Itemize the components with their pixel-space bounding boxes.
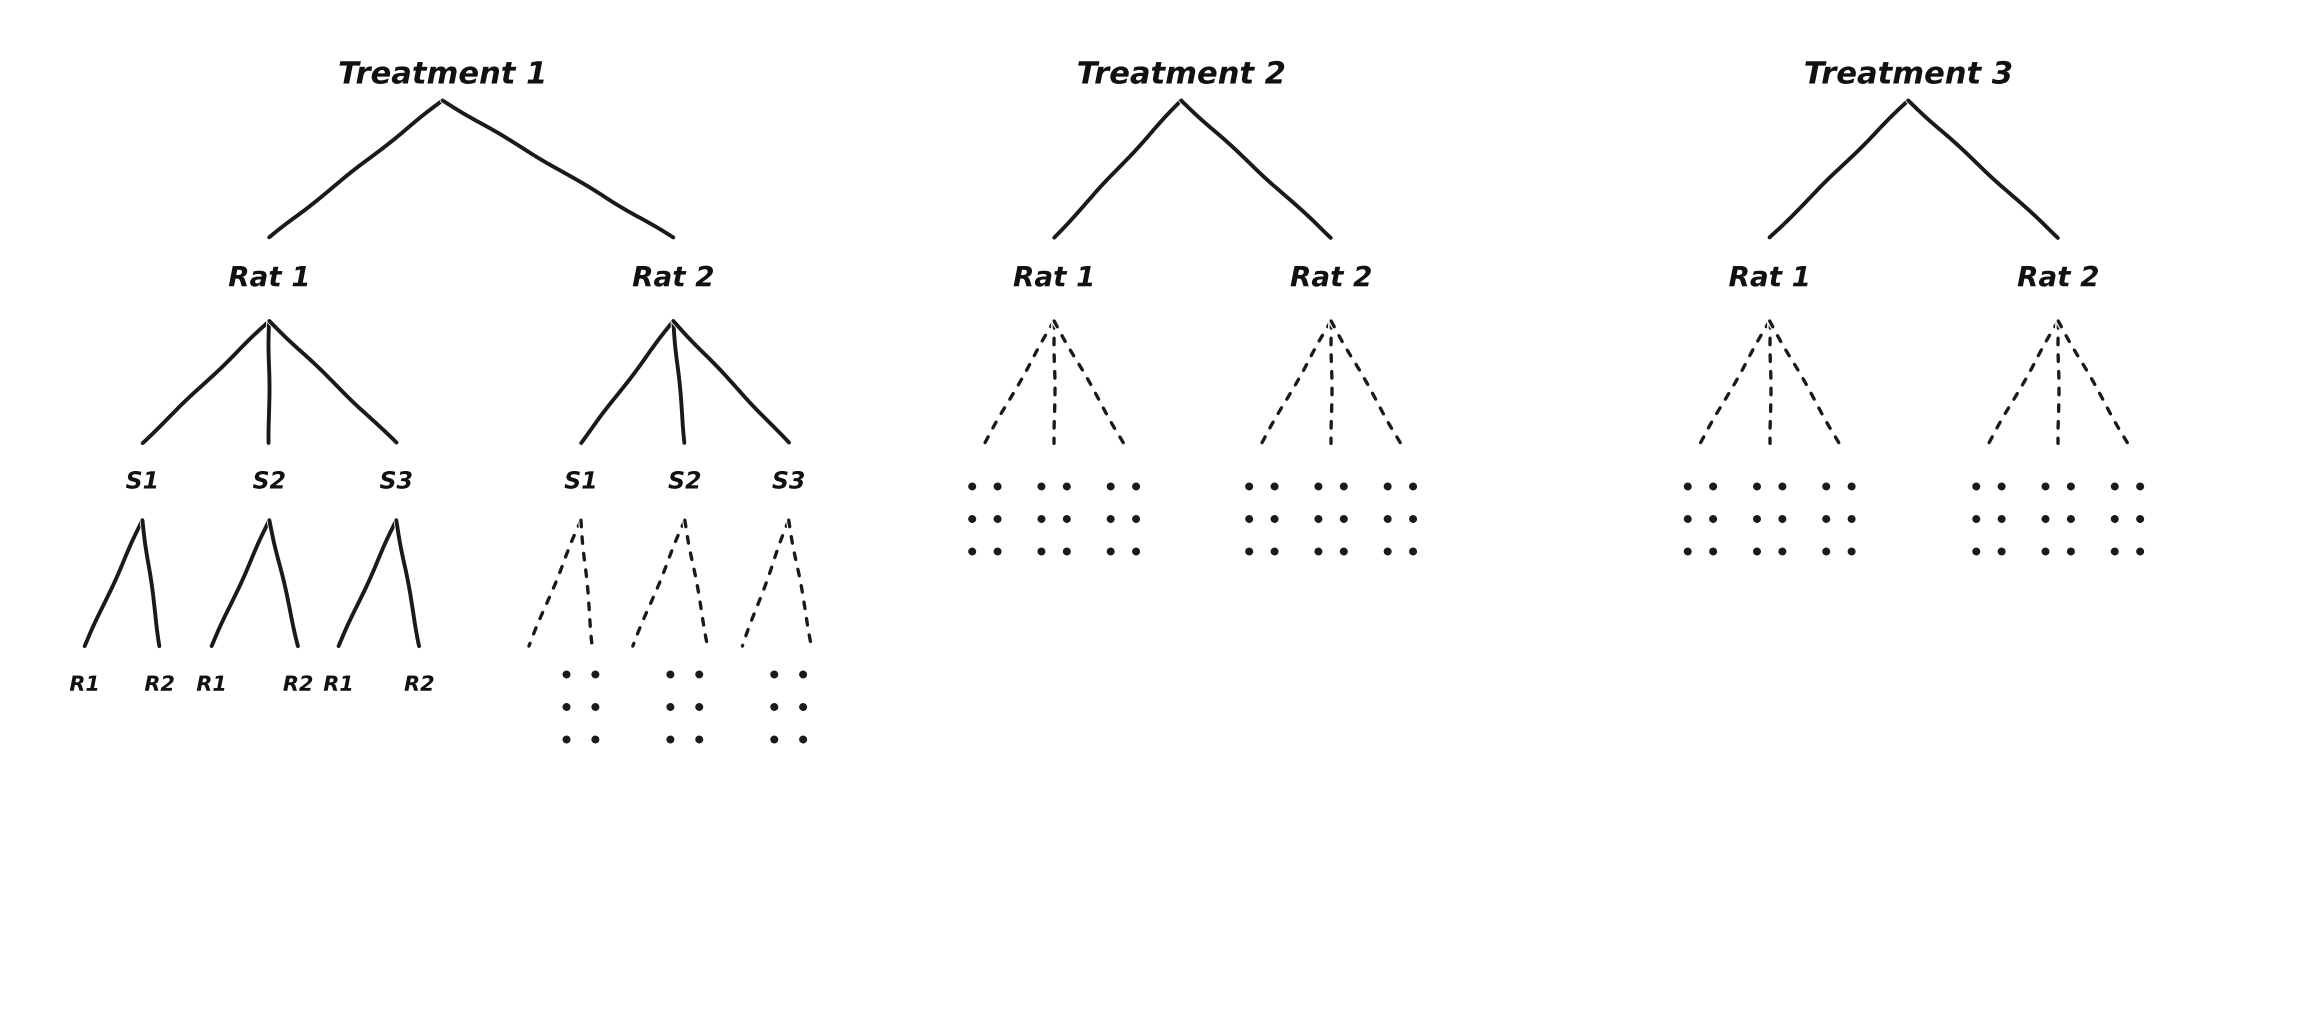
- Text: Rat 1: Rat 1: [1012, 264, 1095, 292]
- Text: S2: S2: [252, 470, 287, 494]
- Text: Rat 1: Rat 1: [1728, 264, 1811, 292]
- Text: S1: S1: [125, 470, 160, 494]
- Text: S1: S1: [565, 470, 598, 494]
- Text: R1: R1: [324, 675, 354, 694]
- Text: Treatment 1: Treatment 1: [338, 60, 547, 89]
- Text: R1: R1: [197, 675, 227, 694]
- Text: S3: S3: [380, 470, 412, 494]
- Text: S3: S3: [771, 470, 806, 494]
- Text: R2: R2: [283, 675, 313, 694]
- Text: Treatment 2: Treatment 2: [1077, 60, 1285, 89]
- Text: Treatment 3: Treatment 3: [1804, 60, 2013, 89]
- Text: R1: R1: [69, 675, 100, 694]
- Text: Rat 2: Rat 2: [2017, 264, 2098, 292]
- Text: S2: S2: [667, 470, 702, 494]
- Text: R2: R2: [403, 675, 435, 694]
- Text: Rat 1: Rat 1: [229, 264, 310, 292]
- Text: R2: R2: [144, 675, 176, 694]
- Text: Rat 2: Rat 2: [1290, 264, 1373, 292]
- Text: Rat 2: Rat 2: [632, 264, 713, 292]
